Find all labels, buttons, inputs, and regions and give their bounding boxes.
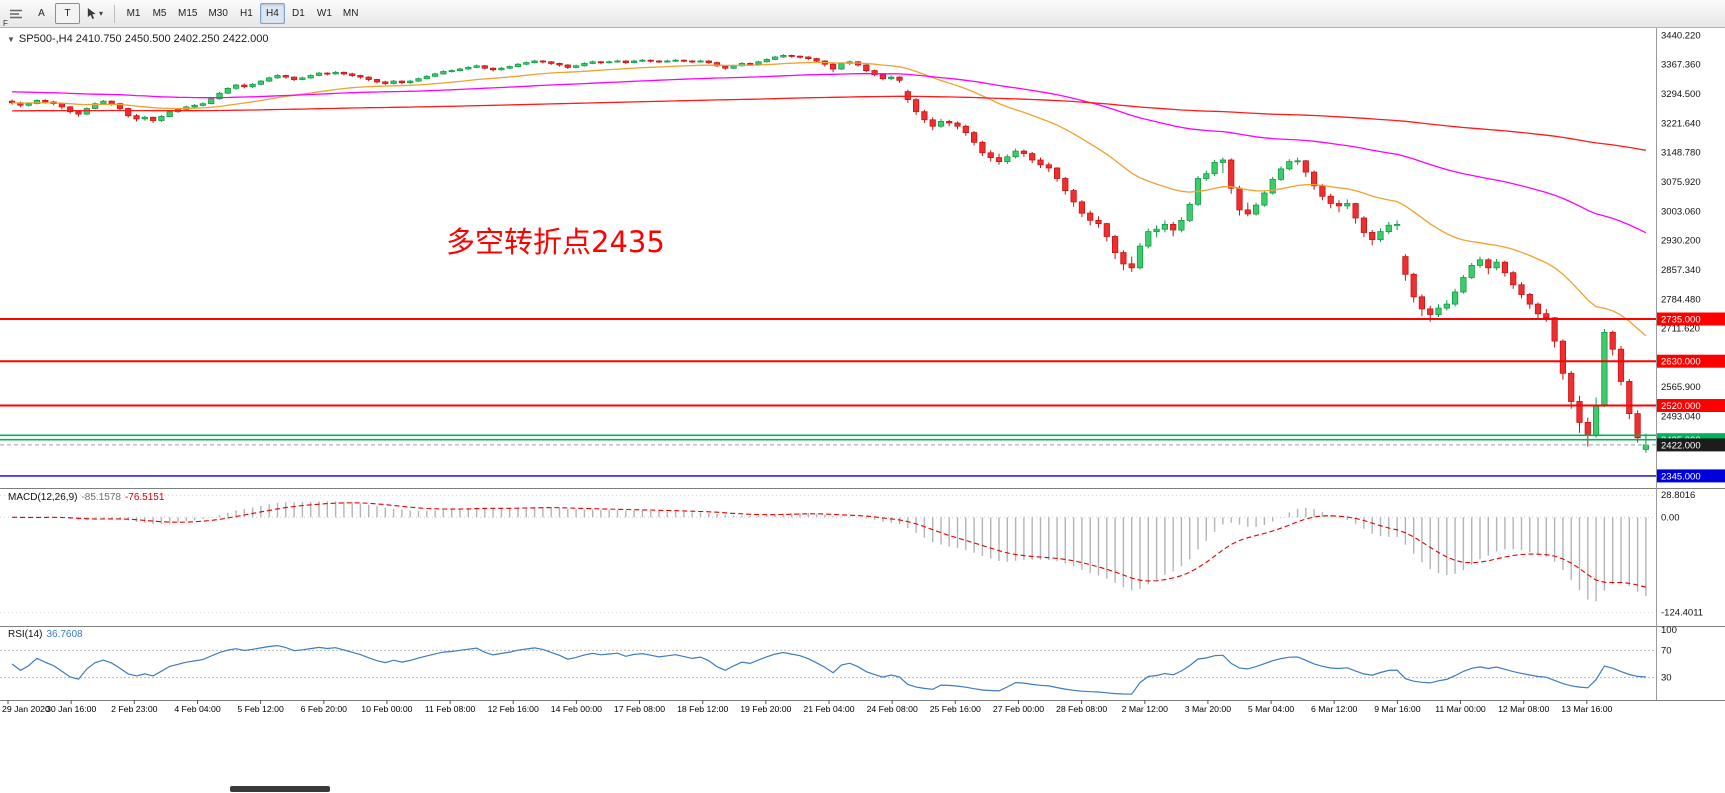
- chart-menu-icon[interactable]: ▼: [7, 35, 15, 44]
- toolbar: A T ▾ M1M5M15M30H1H4D1W1MN F: [0, 0, 1725, 28]
- price-axis-tick: 2565.900: [1661, 382, 1701, 393]
- time-axis-tick: 24 Feb 08:00: [867, 704, 918, 714]
- time-axis-tick: 6 Feb 20:00: [301, 704, 348, 714]
- timeframe-group: M1M5M15M30H1H4D1W1MN: [121, 3, 363, 24]
- arrow-tool-button[interactable]: ▾: [81, 3, 108, 24]
- macd-name: MACD(12,26,9): [8, 492, 77, 503]
- price-axis-tick: 2784.480: [1661, 294, 1701, 305]
- timeframe-button-h4[interactable]: H4: [260, 3, 285, 24]
- time-axis-tick: 19 Feb 20:00: [740, 704, 791, 714]
- time-axis-tick: 3 Mar 20:00: [1185, 704, 1232, 714]
- macd-panel: 28.8016 0.00 -124.4011: [0, 490, 1703, 619]
- time-axis-tick: 11 Feb 08:00: [425, 704, 476, 714]
- time-axis-tick: 13 Mar 16:00: [1561, 704, 1612, 714]
- macd-axis-tick: -124.4011: [1661, 608, 1703, 619]
- timeframe-button-m15[interactable]: M15: [173, 3, 202, 24]
- price-axis-tick: 3003.060: [1661, 206, 1701, 217]
- time-axis-tick: 5 Feb 12:00: [237, 704, 284, 714]
- toolbar-separator: [114, 5, 115, 23]
- timeframe-button-mn[interactable]: MN: [338, 3, 364, 24]
- price-levels: [0, 319, 1656, 476]
- time-axis-tick: 2 Mar 12:00: [1122, 704, 1169, 714]
- toolbar-corner-label: F: [3, 19, 8, 28]
- time-axis-tick: 28 Feb 08:00: [1056, 704, 1107, 714]
- rsi-panel: 100 70 30: [0, 625, 1677, 694]
- time-axis-tick: 12 Feb 16:00: [488, 704, 539, 714]
- svg-text:2735.000: 2735.000: [1661, 315, 1701, 326]
- price-axis-tick: 3148.780: [1661, 148, 1701, 159]
- timeframe-button-h1[interactable]: H1: [234, 3, 259, 24]
- svg-text:2630.000: 2630.000: [1661, 357, 1701, 368]
- candlesticks: [9, 54, 1648, 453]
- time-axis-tick: 27 Feb 00:00: [993, 704, 1044, 714]
- time-axis-tick: 10 Feb 00:00: [361, 704, 412, 714]
- time-axis-tick: 2 Feb 23:00: [111, 704, 158, 714]
- time-axis-tick: 12 Mar 08:00: [1498, 704, 1549, 714]
- time-axis-tick: 21 Feb 04:00: [803, 704, 854, 714]
- rsi-value: 36.7608: [46, 629, 82, 640]
- moving-averages: [12, 62, 1646, 336]
- svg-text:2345.000: 2345.000: [1661, 471, 1701, 482]
- svg-text:2520.000: 2520.000: [1661, 401, 1701, 412]
- timeframe-button-w1[interactable]: W1: [312, 3, 337, 24]
- text-label-tool-button[interactable]: A: [29, 3, 54, 24]
- time-axis-tick: 4 Feb 04:00: [174, 704, 221, 714]
- price-axis-tick: 3221.640: [1661, 118, 1701, 129]
- time-axis-tick: 17 Feb 08:00: [614, 704, 665, 714]
- chart-header: ▼ SP500-,H4 2410.750 2450.500 2402.250 24…: [7, 33, 268, 45]
- time-axis-tick: 11 Mar 00:00: [1435, 704, 1486, 714]
- macd-axis-tick: 28.8016: [1661, 490, 1695, 501]
- price-axis-tick: 2493.040: [1661, 412, 1701, 423]
- time-axis-tick: 25 Feb 16:00: [930, 704, 981, 714]
- rsi-name: RSI(14): [8, 629, 42, 640]
- horizontal-scrollbar-thumb[interactable]: [230, 786, 330, 792]
- rsi-axis-tick: 100: [1661, 625, 1677, 636]
- price-axis-tick: 2930.200: [1661, 236, 1701, 247]
- time-axis-tick: 29 Jan 2020: [2, 704, 50, 714]
- timeframe-button-m1[interactable]: M1: [121, 3, 146, 24]
- time-axis-tick: 6 Mar 12:00: [1311, 704, 1358, 714]
- price-chart-canvas[interactable]: 3440.220 3367.360 3294.500 3221.640 3148.780…: [0, 28, 1725, 793]
- macd-label: MACD(12,26,9) -85.1578 -76.5151: [8, 492, 164, 503]
- panel-separators: [0, 28, 1725, 701]
- macd-axis-tick: 0.00: [1661, 512, 1680, 523]
- macd-signal-value: -76.5151: [125, 492, 164, 503]
- timeframe-button-m30[interactable]: M30: [203, 3, 232, 24]
- timeframe-button-d1[interactable]: D1: [286, 3, 311, 24]
- time-axis-tick: 5 Mar 04:00: [1248, 704, 1295, 714]
- text-tool-button[interactable]: T: [55, 3, 80, 24]
- time-axis: 29 Jan 202030 Jan 16:00 2 Feb 23:00 4 Feb …: [2, 700, 1613, 714]
- cursor-icon: [86, 7, 97, 20]
- price-axis-tick: 3440.220: [1661, 30, 1701, 41]
- price-axis: 3440.220 3367.360 3294.500 3221.640 3148.780…: [1657, 30, 1725, 482]
- rsi-axis-tick: 70: [1661, 645, 1672, 656]
- annotation-text: 多空转折点2435: [446, 219, 665, 261]
- time-axis-tick: 9 Mar 16:00: [1374, 704, 1421, 714]
- timeframe-button-m5[interactable]: M5: [147, 3, 172, 24]
- macd-main-value: -85.1578: [81, 492, 120, 503]
- price-axis-tick: 3367.360: [1661, 60, 1701, 71]
- rsi-label: RSI(14) 36.7608: [8, 629, 83, 640]
- lines-icon: [9, 8, 23, 20]
- rsi-axis-tick: 30: [1661, 673, 1672, 684]
- symbol-ohlc-text: SP500-,H4 2410.750 2450.500 2402.250 242…: [19, 33, 269, 45]
- time-axis-tick: 14 Feb 00:00: [551, 704, 602, 714]
- price-axis-tick: 3075.920: [1661, 177, 1701, 188]
- time-axis-tick: 18 Feb 12:00: [677, 704, 728, 714]
- svg-text:2422.000: 2422.000: [1661, 440, 1701, 451]
- chevron-down-icon: ▾: [99, 9, 103, 18]
- time-axis-tick: 30 Jan 16:00: [46, 704, 96, 714]
- price-axis-tick: 2857.340: [1661, 265, 1701, 276]
- price-axis-tick: 3294.500: [1661, 89, 1701, 100]
